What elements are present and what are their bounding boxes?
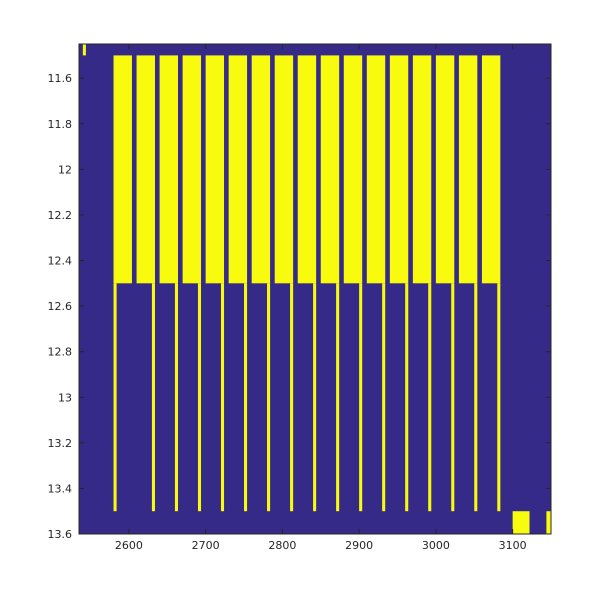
heatmap-cell-0 bbox=[82, 44, 86, 56]
heatmap-cell-35 bbox=[512, 511, 530, 534]
heatmap-cell-3 bbox=[136, 55, 155, 284]
y-tick-label-3: 12.2 bbox=[48, 209, 73, 222]
heatmap-cell-11 bbox=[228, 55, 248, 284]
heatmap-cell-36 bbox=[546, 511, 551, 534]
heatmap-cell-30 bbox=[451, 283, 455, 512]
axes-box bbox=[78, 43, 552, 535]
heatmap-cell-10 bbox=[220, 283, 225, 512]
heatmap-cell-22 bbox=[359, 283, 363, 512]
y-tick-label-2: 12 bbox=[58, 163, 72, 176]
heatmap-cell-21 bbox=[343, 55, 363, 284]
heatmap-cell-24 bbox=[382, 283, 386, 512]
heatmap-cell-18 bbox=[313, 283, 317, 512]
heatmap-cell-6 bbox=[174, 283, 178, 512]
heatmap-cell-32 bbox=[474, 283, 478, 512]
x-axis: 2600 2700 2800 2900 3000 3100 bbox=[115, 44, 527, 552]
heatmap-cell-26 bbox=[405, 283, 409, 512]
axes-frame bbox=[78, 43, 552, 535]
y-axis: 11.6 11.8 12 12.2 12.4 12.6 12.8 13 13.2 13.4 13.6 bbox=[48, 72, 551, 541]
y-tick-label-4: 12.4 bbox=[48, 255, 73, 268]
x-tick-label-1: 2700 bbox=[192, 539, 220, 552]
heatmap-cell-1 bbox=[113, 55, 132, 284]
heatmap-cell-7 bbox=[182, 55, 202, 284]
heatmap-cell-33 bbox=[481, 55, 501, 284]
heatmap-cell-15 bbox=[274, 55, 294, 284]
heatmap-cell-4 bbox=[151, 283, 155, 512]
heatmap-cell-17 bbox=[297, 55, 317, 284]
heatmap-cell-8 bbox=[197, 283, 202, 512]
x-tick-label-3: 2900 bbox=[345, 539, 373, 552]
heatmap-cell-13 bbox=[251, 55, 271, 284]
heatmap-cell-2 bbox=[113, 283, 117, 512]
heatmap-cell-34 bbox=[497, 283, 501, 512]
x-tick-label-4: 3000 bbox=[422, 539, 450, 552]
heatmap-cell-19 bbox=[320, 55, 340, 284]
x-tick-label-5: 3100 bbox=[499, 539, 527, 552]
y-tick-label-10: 13.6 bbox=[48, 528, 73, 541]
heatmap-regions bbox=[82, 44, 551, 534]
y-tick-label-9: 13.4 bbox=[48, 482, 73, 495]
heatmap-cell-23 bbox=[366, 55, 386, 284]
heatmap-cell-5 bbox=[159, 55, 179, 284]
y-tick-label-7: 13 bbox=[58, 391, 72, 404]
heatmap-cell-27 bbox=[412, 55, 432, 284]
y-tick-label-6: 12.8 bbox=[48, 346, 73, 359]
heatmap-cell-25 bbox=[389, 55, 409, 284]
heatmap-cell-29 bbox=[435, 55, 455, 284]
heatmap-cell-9 bbox=[205, 55, 225, 284]
y-tick-label-1: 11.8 bbox=[48, 118, 73, 131]
heatmap-cell-12 bbox=[244, 283, 248, 512]
heatmap-cell-20 bbox=[336, 283, 340, 512]
y-tick-label-0: 11.6 bbox=[48, 72, 73, 85]
x-tick-label-2: 2800 bbox=[268, 539, 296, 552]
y-tick-label-8: 13.2 bbox=[48, 437, 73, 450]
heatmap-cell-16 bbox=[290, 283, 294, 512]
heatmap-cell-31 bbox=[458, 55, 478, 284]
heatmap-cell-28 bbox=[428, 283, 432, 512]
y-tick-label-5: 12.6 bbox=[48, 300, 73, 313]
heatmap-cell-14 bbox=[267, 283, 271, 512]
x-tick-label-0: 2600 bbox=[115, 539, 143, 552]
